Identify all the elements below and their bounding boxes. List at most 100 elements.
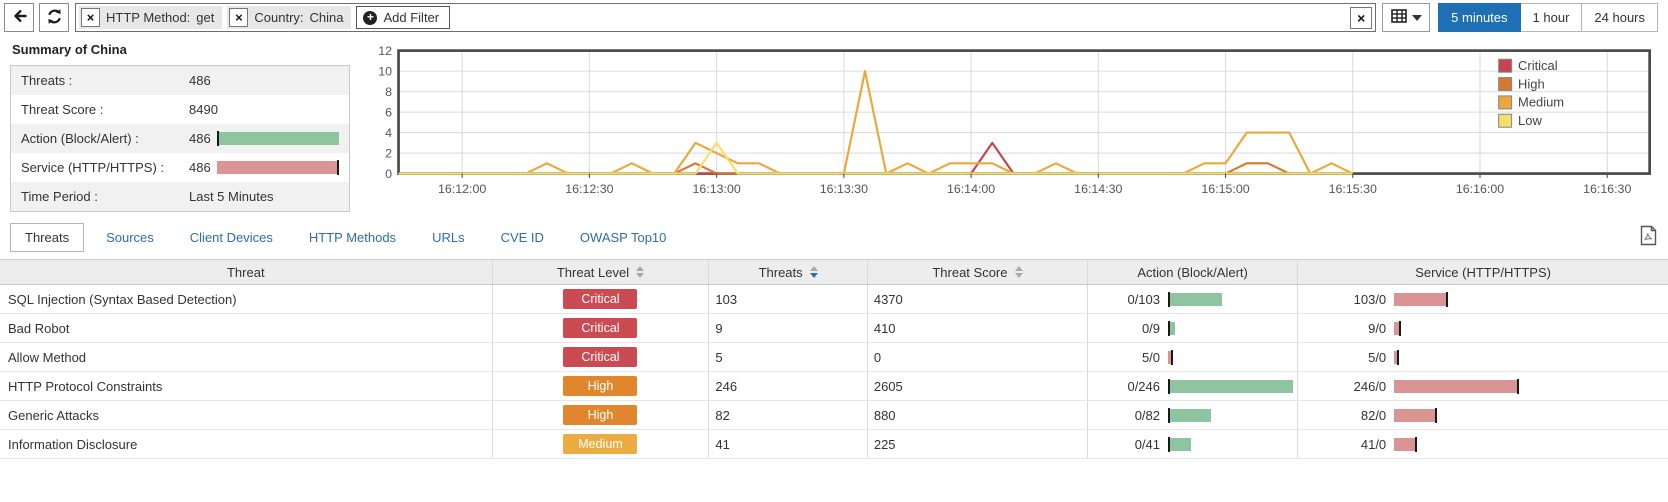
table-row[interactable]: Information Disclosure Medium 41 225 0/41 41/… bbox=[0, 429, 1668, 459]
column-header-threat-score[interactable]: Threat Score bbox=[866, 259, 1088, 285]
table-view-icon bbox=[1390, 9, 1407, 26]
tab-sources[interactable]: Sources bbox=[106, 229, 154, 245]
series-line-low bbox=[398, 141, 1353, 175]
tab-threats[interactable]: Threats bbox=[10, 222, 85, 252]
time-range-5-minutes[interactable]: 5 minutes bbox=[1438, 3, 1521, 32]
action-cell: 0/82 bbox=[1087, 400, 1298, 430]
allowed-segment bbox=[1170, 321, 1176, 335]
sort-asc-icon bbox=[1014, 266, 1023, 271]
refresh-icon bbox=[46, 8, 63, 28]
threat-level-cell: Critical bbox=[491, 313, 709, 343]
bar-divider-tick bbox=[1446, 291, 1449, 307]
svg-text:12: 12 bbox=[378, 44, 392, 58]
tab-cve-id[interactable]: CVE ID bbox=[500, 229, 544, 245]
column-label: Threat Score bbox=[932, 264, 1008, 280]
summary-row: Service (HTTP/HTTPS) : 486 bbox=[11, 153, 349, 182]
table-row[interactable]: SQL Injection (Syntax Based Detection) Cr… bbox=[0, 284, 1668, 314]
summary-panel: Threats : 486 Threat Score : 8490 Action (Bl… bbox=[10, 65, 350, 212]
threats-table: Threat Threat Level Threats Threat Score Act… bbox=[0, 259, 1668, 459]
bar-divider-tick bbox=[1415, 436, 1418, 452]
threat-name-cell: HTTP Protocol Constraints bbox=[0, 371, 493, 401]
refresh-button[interactable] bbox=[39, 3, 69, 32]
add-filter-icon: + bbox=[363, 10, 378, 25]
svg-text:8: 8 bbox=[385, 85, 392, 99]
dashboard-content: Summary of China Threats :486 Threat Scor… bbox=[0, 32, 1668, 212]
action-bar bbox=[1168, 436, 1192, 452]
series-line-critical bbox=[398, 141, 1353, 175]
filter-name: Country: bbox=[254, 10, 304, 25]
table-row[interactable]: Allow Method Critical 5 0 5/0 5/0 bbox=[0, 342, 1668, 372]
summary-label: Threats : bbox=[21, 73, 73, 88]
threat-score-cell: 2605 bbox=[866, 371, 1088, 401]
column-header-threats[interactable]: Threats bbox=[708, 259, 868, 285]
service-cell: 103/0 bbox=[1297, 284, 1668, 314]
summary-number: 486 bbox=[189, 131, 211, 146]
action-cell: 0/103 bbox=[1087, 284, 1298, 314]
summary-row: Time Period : Last 5 Minutes bbox=[11, 182, 349, 211]
tabs-row: Threats Sources Client Devices HTTP Methods… bbox=[10, 222, 1658, 252]
tab-http-methods[interactable]: HTTP Methods bbox=[308, 229, 397, 245]
bar-divider-tick bbox=[1435, 407, 1438, 423]
action-ratio: 0/9 bbox=[1141, 320, 1161, 336]
service-bar bbox=[1394, 407, 1438, 423]
column-label: Action (Block/Alert) bbox=[1137, 264, 1248, 280]
tab-urls[interactable]: URLs bbox=[432, 229, 465, 245]
clear-filters-button[interactable]: × bbox=[1350, 6, 1373, 29]
svg-text:High: High bbox=[1518, 76, 1545, 91]
column-header-threat-level[interactable]: Threat Level bbox=[491, 259, 709, 285]
threats-count-cell: 82 bbox=[708, 400, 868, 430]
series-line-medium bbox=[398, 70, 1353, 175]
summary-number: 8490 bbox=[189, 102, 218, 117]
action-cell: 0/41 bbox=[1087, 429, 1298, 459]
blocked-segment bbox=[1394, 321, 1400, 335]
close-icon: × bbox=[1357, 9, 1366, 26]
tab-client-devices[interactable]: Client Devices bbox=[189, 229, 273, 245]
sort-icons bbox=[809, 266, 818, 278]
sort-icons bbox=[636, 266, 645, 278]
summary-value: 486 bbox=[189, 160, 339, 175]
remove-filter-button[interactable]: × bbox=[229, 8, 249, 27]
threat-name-cell: Bad Robot bbox=[0, 313, 493, 343]
summary-value: 486 bbox=[189, 73, 211, 88]
toolbar: × HTTP Method: get × Country: China + Add Fil… bbox=[4, 3, 1658, 32]
summary-row: Threats : 486 bbox=[11, 66, 349, 95]
threat-level-badge: Medium bbox=[563, 434, 638, 454]
view-selector-button[interactable] bbox=[1382, 3, 1431, 32]
summary-label: Time Period : bbox=[21, 189, 98, 204]
threat-score-cell: 4370 bbox=[866, 284, 1088, 314]
bar-divider-tick bbox=[1168, 378, 1171, 394]
bar-divider-tick bbox=[1399, 320, 1402, 336]
threat-name-cell: Allow Method bbox=[0, 342, 493, 372]
svg-text:Medium: Medium bbox=[1518, 95, 1564, 110]
column-header-service-http-https-: Service (HTTP/HTTPS) bbox=[1297, 259, 1668, 285]
time-range-1-hour[interactable]: 1 hour bbox=[1520, 3, 1583, 32]
column-label: Threat bbox=[226, 264, 265, 280]
svg-text:16:13:00: 16:13:00 bbox=[692, 182, 740, 196]
remove-filter-button[interactable]: × bbox=[81, 8, 100, 27]
add-filter-button[interactable]: + Add Filter bbox=[356, 6, 451, 29]
svg-text:16:13:30: 16:13:30 bbox=[819, 182, 867, 196]
service-ratio: 103/0 bbox=[1353, 291, 1387, 307]
column-label: Threat Level bbox=[556, 264, 630, 280]
back-button[interactable] bbox=[4, 3, 34, 32]
sort-desc-icon bbox=[1014, 273, 1023, 278]
threats-count-cell: 41 bbox=[708, 429, 868, 459]
action-ratio: 0/103 bbox=[1127, 291, 1161, 307]
service-ratio: 5/0 bbox=[1368, 349, 1387, 365]
summary-label: Action (Block/Alert) : bbox=[21, 131, 139, 146]
back-icon bbox=[11, 8, 28, 27]
summary-row: Action (Block/Alert) : 486 bbox=[11, 124, 349, 153]
table-row[interactable]: Generic Attacks High 82 880 0/82 82/0 bbox=[0, 400, 1668, 430]
table-row[interactable]: Bad Robot Critical 9 410 0/9 9/0 bbox=[0, 313, 1668, 343]
service-bar bbox=[1394, 349, 1400, 365]
svg-text:0: 0 bbox=[385, 167, 392, 181]
service-cell: 82/0 bbox=[1297, 400, 1668, 430]
bar-divider-tick bbox=[1168, 320, 1171, 336]
table-row[interactable]: HTTP Protocol Constraints High 246 2605 0/24… bbox=[0, 371, 1668, 401]
service-bar bbox=[1394, 436, 1418, 452]
service-ratio: 41/0 bbox=[1360, 436, 1387, 452]
pdf-export-button[interactable] bbox=[1639, 225, 1658, 249]
time-range-24-hours[interactable]: 24 hours bbox=[1582, 3, 1658, 32]
blocked-segment bbox=[216, 161, 337, 174]
tab-owasp-top10[interactable]: OWASP Top10 bbox=[579, 229, 667, 245]
